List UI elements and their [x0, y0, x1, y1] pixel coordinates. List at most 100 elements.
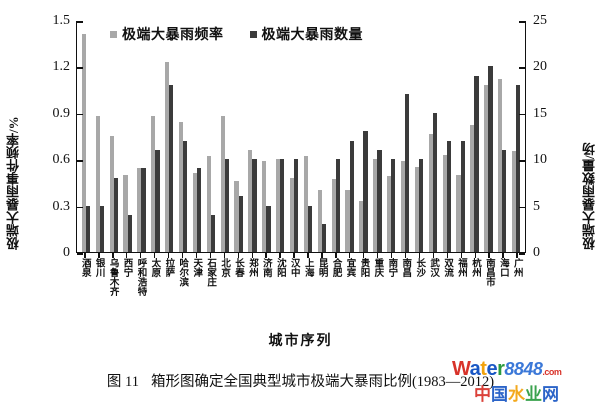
- x-tick-label: 银川: [93, 258, 105, 277]
- x-tick-mark: [468, 253, 482, 259]
- bar-frequency: [359, 200, 364, 252]
- x-tick-label: 广州: [511, 258, 523, 277]
- bar-frequency: [442, 154, 447, 252]
- bar-count: [460, 140, 465, 252]
- y-axis-right-title: 极端大暴雨数量/场: [582, 142, 597, 250]
- bar-count: [85, 205, 91, 252]
- legend-item-count: 极端大暴雨数量: [249, 24, 364, 44]
- x-tick-mark: [496, 253, 510, 259]
- bar-frequency: [373, 159, 378, 252]
- bar-series-container: [77, 21, 525, 252]
- y-tick-label: 0.6: [52, 152, 71, 168]
- y-tick-mark: [77, 253, 83, 255]
- bar-group: [343, 21, 357, 252]
- figure-caption-number: 图 11: [106, 374, 139, 390]
- bar-group: [93, 21, 107, 252]
- y-tick-mark: [519, 253, 525, 255]
- x-axis-category-labels: 酒泉 银川 乌鲁木齐 西宁 呼和浩特 太原 拉萨 哈尔滨 天津 石家庄 北京 长春 郑州 济南 沈阳 汉中 上海…: [76, 258, 526, 328]
- bar-frequency: [456, 174, 461, 252]
- bar-frequency: [262, 160, 267, 252]
- legend-swatch-frequency: [110, 30, 117, 38]
- y-tick-label: 15: [533, 105, 547, 121]
- plot-area: [76, 21, 526, 255]
- bar-count: [238, 196, 243, 252]
- bar-group: [357, 21, 371, 252]
- x-tick-mark: [217, 253, 231, 259]
- bar-frequency: [95, 115, 100, 252]
- y-tick-label: 1.2: [52, 59, 71, 75]
- x-tick-label: 呼和浩特: [135, 258, 147, 296]
- x-tick-mark: [245, 253, 259, 259]
- y-tick-label: 0: [63, 245, 70, 260]
- x-tick-label: 石家庄: [205, 258, 217, 287]
- x-tick-mark: [301, 253, 315, 259]
- y-tick-label: 25: [533, 13, 547, 28]
- y-tick-mark: [519, 206, 525, 209]
- bar-frequency: [289, 177, 295, 252]
- x-tick-label: 西宁: [121, 258, 133, 277]
- bar-group: [495, 21, 509, 252]
- bar-count: [183, 140, 188, 252]
- x-axis-tickmarks: [76, 253, 526, 259]
- x-tick-label: 太原: [149, 258, 161, 277]
- bar-group: [246, 21, 260, 252]
- x-tick-label: 天津: [191, 258, 203, 277]
- bar-count: [391, 159, 396, 252]
- legend-label-frequency: 极端大暴雨频率: [122, 28, 224, 43]
- bar-frequency: [387, 176, 392, 252]
- bar-frequency: [470, 125, 475, 252]
- y-tick-label: 1.5: [52, 13, 71, 28]
- x-tick-mark: [315, 253, 329, 259]
- bar-group: [218, 21, 232, 252]
- chart-legend: 极端大暴雨频率 极端大暴雨数量: [110, 24, 363, 44]
- x-tick-label: 重庆: [372, 258, 384, 277]
- x-tick-mark: [287, 253, 301, 259]
- y-tick-mark: [77, 206, 83, 209]
- x-tick-mark: [106, 253, 120, 259]
- bar-group: [398, 21, 412, 252]
- bar-group: [329, 21, 343, 252]
- x-tick-mark: [148, 253, 162, 259]
- bar-frequency: [303, 156, 308, 252]
- bar-frequency: [178, 122, 184, 252]
- y-tick-label: 10: [533, 152, 547, 168]
- bar-frequency: [81, 33, 86, 252]
- legend-swatch-count: [249, 30, 257, 38]
- legend-item-frequency: 极端大暴雨频率: [110, 24, 224, 44]
- bar-group: [232, 21, 246, 252]
- y-tick-mark: [77, 67, 83, 69]
- x-tick-mark: [371, 253, 385, 259]
- bar-frequency: [498, 78, 503, 252]
- bar-frequency: [192, 173, 197, 252]
- bar-group: [190, 21, 204, 252]
- bar-group: [315, 21, 329, 252]
- x-tick-label: 贵阳: [358, 258, 370, 277]
- y-axis-right-ticks: 25 20 15 10 5 0: [533, 0, 567, 406]
- x-tick-mark: [343, 253, 357, 259]
- bar-group: [412, 21, 426, 252]
- bar-count: [474, 75, 479, 252]
- bar-count: [307, 205, 313, 252]
- y-tick-mark: [519, 67, 525, 69]
- x-tick-label: 济南: [260, 258, 272, 277]
- bar-count: [224, 159, 229, 252]
- bar-frequency: [428, 134, 433, 252]
- x-tick-mark: [203, 253, 217, 259]
- bar-count: [141, 168, 146, 252]
- bar-group: [121, 21, 135, 252]
- x-tick-label: 南昌: [400, 258, 412, 277]
- bar-frequency: [165, 61, 170, 252]
- x-tick-mark: [357, 253, 371, 259]
- bar-frequency: [220, 115, 225, 252]
- x-tick-mark: [190, 253, 204, 259]
- x-tick-label: 合肥: [330, 258, 342, 277]
- bar-frequency: [484, 84, 489, 252]
- bar-group: [162, 21, 176, 252]
- bar-count: [432, 112, 437, 252]
- bar-frequency: [137, 168, 142, 252]
- bar-group: [273, 21, 287, 252]
- bar-group: [468, 21, 482, 252]
- y-tick-label: 20: [533, 59, 547, 75]
- y-tick-mark: [519, 160, 525, 162]
